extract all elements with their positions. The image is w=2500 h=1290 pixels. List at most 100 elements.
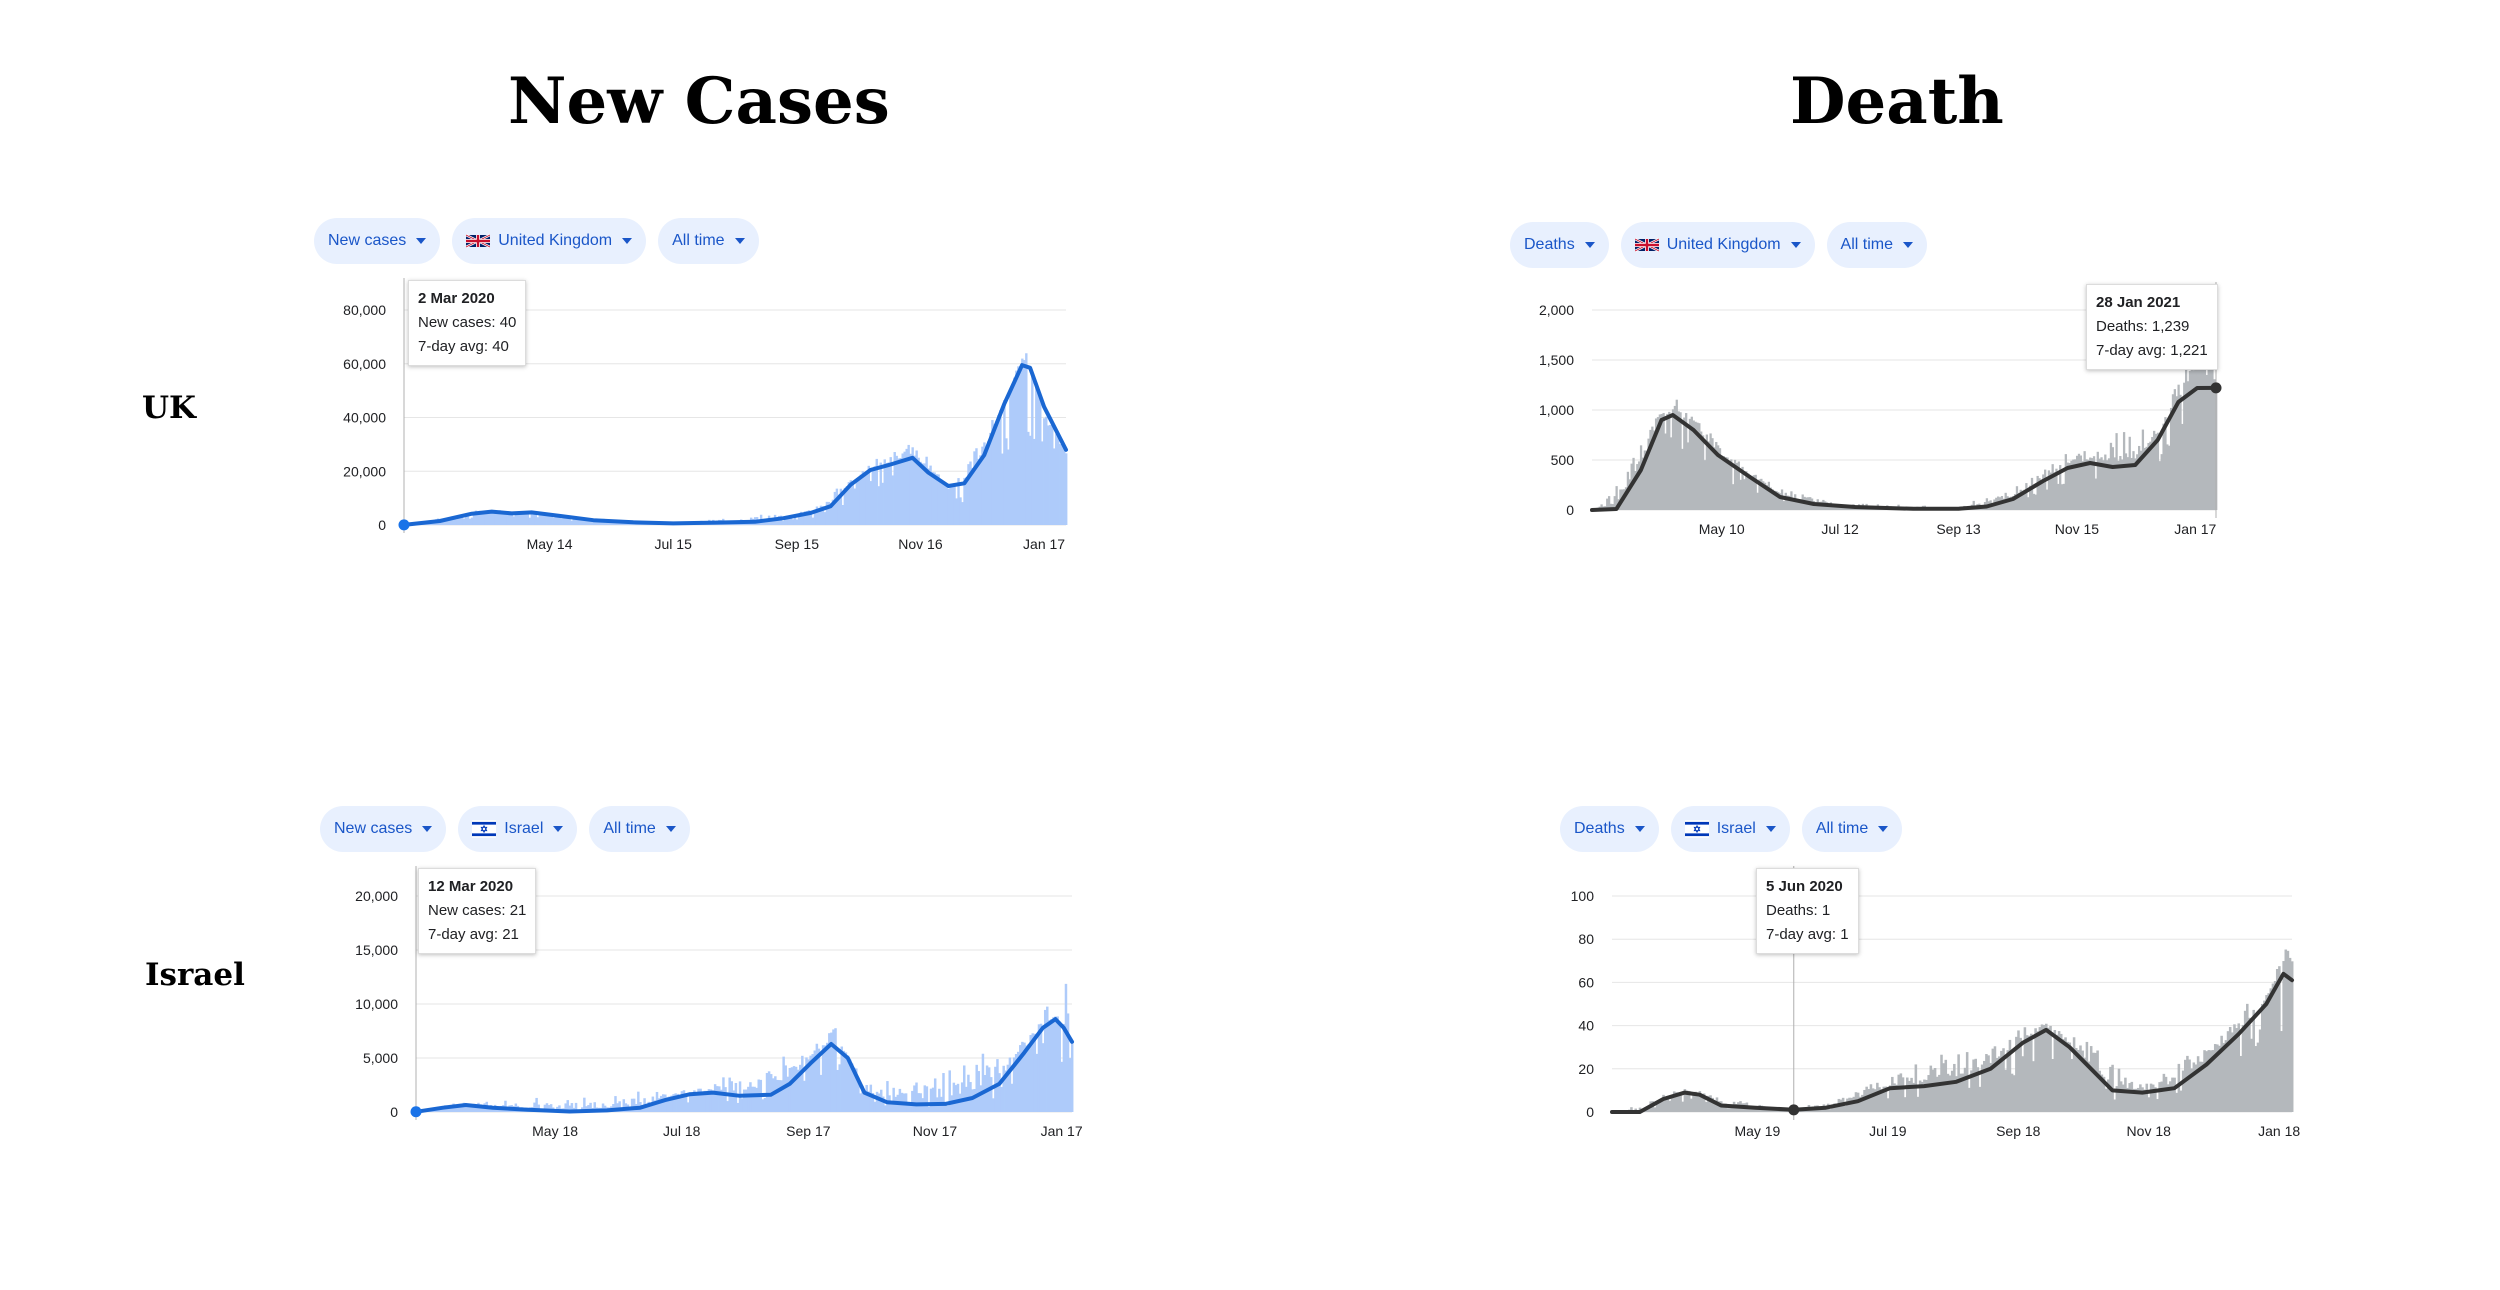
daily-bar — [905, 448, 908, 525]
daily-bar — [558, 515, 561, 525]
daily-bar — [1711, 438, 1714, 510]
daily-bar — [1730, 1104, 1734, 1112]
daily-bar — [2019, 1037, 2022, 1112]
metric-dropdown[interactable]: New cases — [320, 806, 447, 852]
daily-bar — [1639, 445, 1643, 510]
daily-bar — [995, 420, 998, 525]
daily-bar — [526, 512, 530, 525]
daily-bar — [1690, 1098, 1693, 1112]
daily-bar — [2025, 483, 2028, 510]
daily-bar — [2175, 396, 2178, 510]
daily-bar — [2263, 1000, 2266, 1112]
daily-bar — [653, 1100, 657, 1112]
tooltip-value: Deaths: 1 — [1766, 902, 1831, 919]
daily-bar — [2036, 475, 2039, 510]
tooltip-average: 7-day avg: 40 — [418, 338, 509, 355]
daily-bar — [807, 510, 811, 525]
daily-bar — [448, 518, 452, 525]
daily-bar — [510, 512, 514, 525]
daily-bar — [554, 515, 557, 525]
daily-bar — [963, 477, 966, 525]
metric-dropdown[interactable]: New cases — [314, 218, 441, 264]
daily-bar — [879, 462, 882, 525]
daily-bar — [2017, 1030, 2020, 1112]
daily-bar — [478, 510, 482, 525]
x-tick-label: Jul 12 — [1821, 521, 1859, 537]
daily-bar — [1880, 1089, 1883, 1112]
daily-bar — [1063, 447, 1066, 525]
daily-bar — [869, 1084, 873, 1112]
daily-bar — [670, 1095, 673, 1112]
daily-bar — [857, 1077, 860, 1112]
daily-bar — [815, 1043, 819, 1112]
daily-bar — [834, 1028, 837, 1112]
daily-bar — [1664, 433, 1667, 510]
country-dropdown[interactable]: United Kingdom — [452, 218, 647, 264]
daily-bar — [809, 511, 813, 525]
daily-bar — [1987, 1055, 1990, 1112]
daily-bar — [693, 1090, 696, 1112]
daily-bar — [2066, 1041, 2069, 1112]
daily-bar — [564, 516, 567, 525]
daily-bar — [2130, 457, 2133, 510]
daily-bar — [2106, 460, 2109, 510]
daily-bar — [1733, 459, 1737, 510]
daily-bar — [839, 488, 843, 525]
daily-bar — [1771, 489, 1774, 510]
daily-bar — [2286, 950, 2290, 1112]
daily-bar — [791, 519, 795, 525]
country-dropdown[interactable]: United Kingdom — [1620, 222, 1815, 268]
daily-bar — [2025, 1035, 2029, 1112]
x-tick-label: Nov 17 — [913, 1123, 958, 1139]
daily-bar — [875, 458, 878, 525]
range-dropdown[interactable]: All time — [1801, 806, 1903, 852]
daily-bar — [799, 511, 803, 525]
daily-bar — [1068, 1058, 1072, 1112]
daily-bar — [2072, 1037, 2076, 1112]
daily-bar — [2092, 456, 2096, 510]
range-dropdown[interactable]: All time — [589, 806, 690, 852]
range-dropdown[interactable]: All time — [658, 218, 759, 264]
daily-bar — [552, 517, 555, 525]
daily-bar — [593, 1102, 596, 1112]
country-dropdown[interactable]: Israel — [1670, 806, 1790, 852]
daily-bar — [891, 475, 894, 525]
metric-dropdown[interactable]: Deaths — [1510, 222, 1609, 268]
daily-bar — [502, 512, 506, 525]
daily-bar — [793, 514, 797, 525]
country-dropdown[interactable]: Israel — [458, 806, 578, 852]
daily-bar — [2068, 462, 2071, 510]
metric-dropdown-label: New cases — [334, 820, 413, 837]
daily-bar — [522, 512, 526, 525]
range-dropdown[interactable]: All time — [1826, 222, 1927, 268]
daily-bar — [2045, 1023, 2048, 1112]
daily-bar — [2136, 1087, 2140, 1112]
daily-bar — [1910, 1077, 1913, 1112]
israel-cases-panel: New cases Israel All time 20,000 15,000 10… — [320, 806, 1083, 1151]
daily-bar — [1029, 435, 1032, 525]
daily-bar — [2008, 497, 2011, 510]
daily-bar — [1732, 484, 1735, 510]
daily-bar — [981, 1053, 985, 1112]
daily-bar — [959, 497, 962, 525]
daily-bar — [1961, 1073, 1965, 1112]
daily-bar — [1728, 460, 1731, 510]
metric-dropdown[interactable]: Deaths — [1560, 806, 1659, 852]
daily-bar — [942, 1073, 945, 1112]
y-tick-label: 0 — [1586, 1104, 1594, 1120]
daily-bar — [664, 1094, 667, 1112]
daily-bar — [697, 1088, 700, 1112]
daily-bar — [1668, 411, 1671, 510]
x-tick-label: May 14 — [527, 536, 573, 552]
x-tick-label: Jul 18 — [663, 1123, 701, 1139]
daily-bar — [1052, 1017, 1055, 1112]
daily-bar — [1698, 423, 1701, 510]
daily-bar — [1053, 448, 1056, 525]
daily-bar — [807, 1059, 810, 1112]
daily-bar — [524, 512, 528, 525]
daily-bar — [2113, 457, 2116, 510]
daily-bar — [2181, 423, 2184, 510]
x-tick-label: Jan 17 — [1023, 536, 1065, 552]
daily-bar — [2207, 361, 2210, 510]
uk-flag-icon — [1634, 237, 1659, 253]
